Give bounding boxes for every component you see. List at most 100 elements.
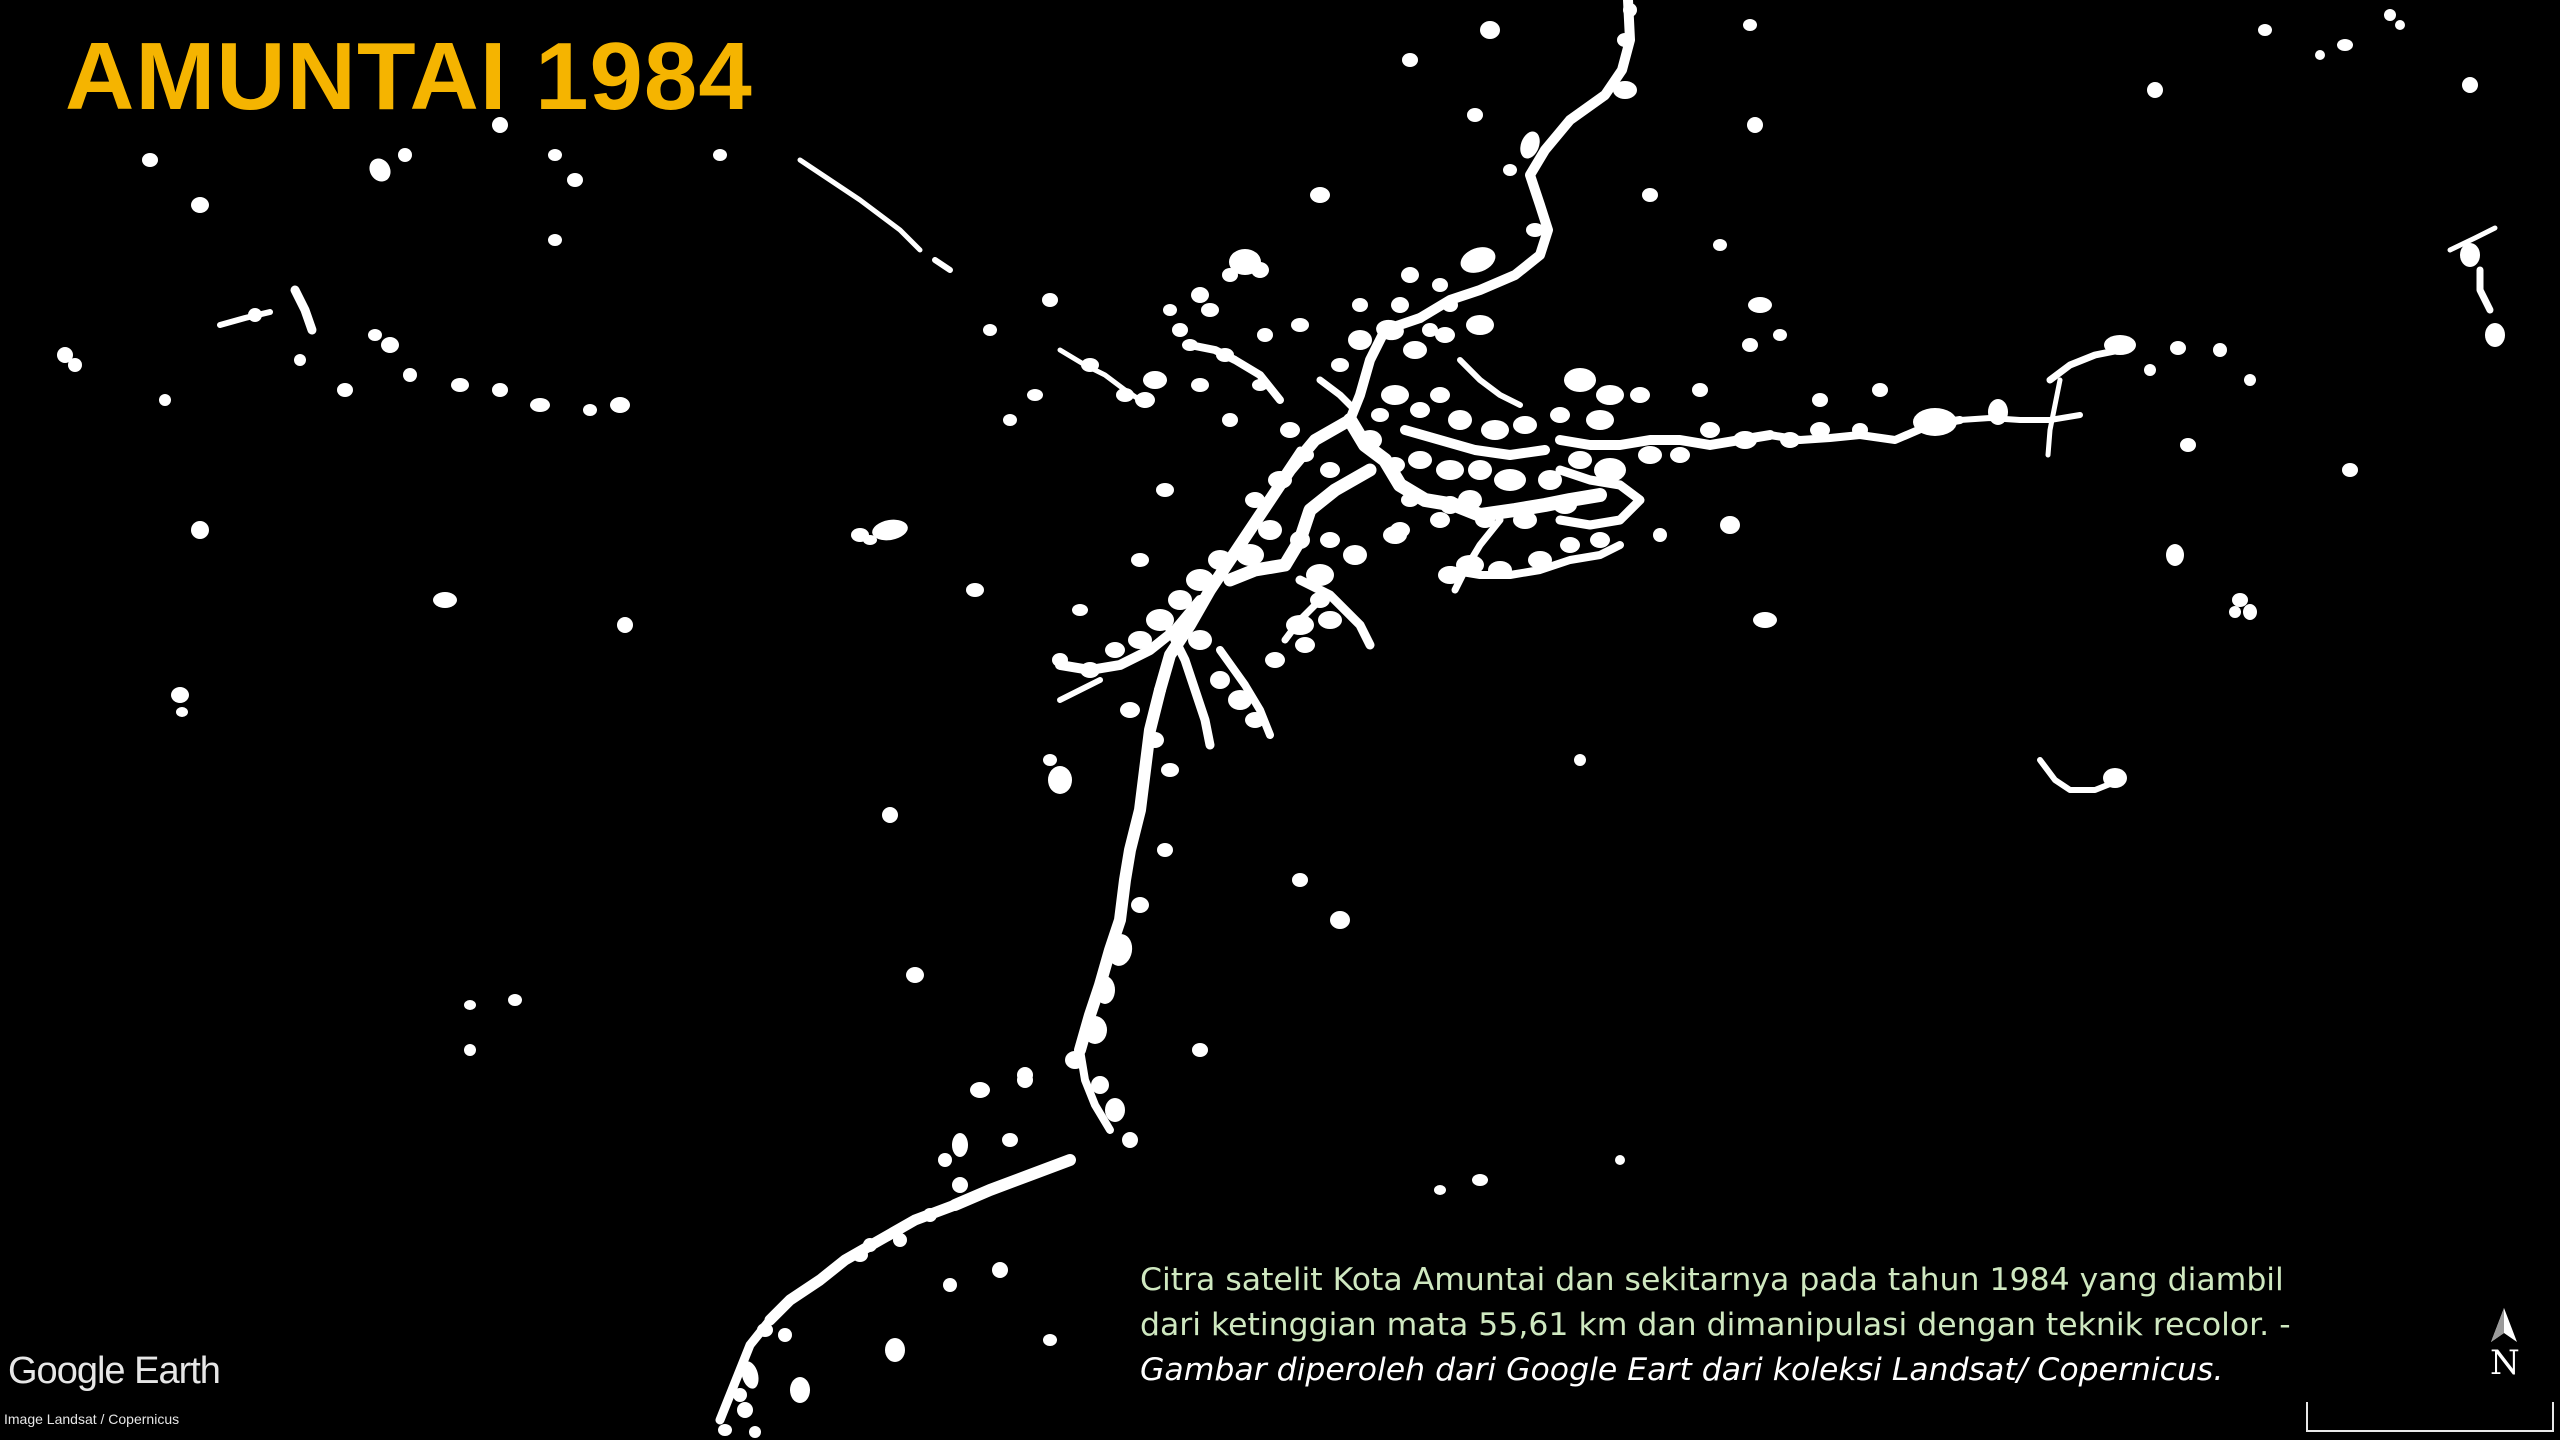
settlement-patch: [1720, 516, 1740, 534]
settlement-patch: [1780, 432, 1800, 448]
settlement-patch: [1456, 555, 1484, 575]
settlement-patch: [1385, 457, 1405, 473]
settlement-patch: [1306, 564, 1334, 586]
settlement-patch: [1586, 410, 1614, 430]
settlement-patch: [952, 1133, 968, 1157]
settlement-patch: [2258, 24, 2272, 36]
settlement-patch: [1590, 532, 1610, 548]
settlement-patch: [1310, 187, 1330, 203]
settlement-patch: [1852, 423, 1868, 437]
settlement-patch: [1430, 387, 1450, 403]
settlement-patch: [248, 308, 262, 322]
settlement-patch: [1623, 3, 1637, 17]
settlement-patch: [294, 354, 306, 366]
settlement-patch: [1753, 612, 1777, 628]
settlement-patch: [451, 378, 469, 392]
settlement-patch: [1265, 652, 1285, 668]
settlement-patch: [713, 149, 727, 161]
settlement-patch: [1182, 339, 1198, 351]
settlement-patch: [1116, 388, 1134, 402]
settlement-patch: [1208, 550, 1232, 570]
settlement-strip: [1400, 425, 1550, 460]
settlement-patch: [1192, 1043, 1208, 1057]
scale-tick-left: [2306, 1402, 2308, 1432]
settlement-patch: [1252, 379, 1268, 391]
settlement-strip: [290, 285, 317, 335]
settlement-patch: [159, 394, 171, 406]
settlement-patch: [1163, 304, 1177, 316]
settlement-patch: [737, 1402, 753, 1418]
settlement-patch: [171, 687, 189, 703]
settlement-strip: [949, 1154, 1076, 1211]
settlement-patch: [2395, 20, 2405, 30]
settlement-patch: [1002, 1133, 1018, 1147]
settlement-strip: [1316, 376, 1359, 414]
settlement-patch: [1488, 561, 1512, 579]
settlement-patch: [1468, 460, 1492, 480]
settlement-patch: [2213, 343, 2227, 357]
settlement-patch: [1191, 378, 1209, 392]
settlement-patch: [1381, 385, 1409, 405]
settlement-patch: [1222, 413, 1238, 427]
settlement-patch: [1742, 338, 1758, 352]
settlement-patch: [2232, 593, 2248, 607]
settlement-patch: [1630, 387, 1650, 403]
settlement-patch: [1131, 553, 1149, 567]
settlement-patch: [1526, 223, 1544, 237]
settlement-patch: [1236, 544, 1264, 566]
settlement-patch: [1513, 416, 1537, 434]
settlement-patch: [1105, 642, 1125, 658]
settlement-patch: [1003, 414, 1017, 426]
settlement-patch: [369, 158, 391, 182]
settlement-strip: [217, 309, 273, 328]
settlement-strip: [1186, 341, 1284, 404]
settlement-patch: [863, 1238, 877, 1252]
settlement-strip: [932, 257, 953, 273]
settlement-patch: [1410, 402, 1430, 418]
settlement-strip: [1457, 357, 1523, 408]
settlement-patch: [381, 337, 399, 353]
settlement-patch: [1481, 420, 1509, 440]
settlement-patch: [464, 1000, 476, 1010]
settlement-strip: [1957, 412, 2083, 423]
settlement-patch: [1568, 451, 1592, 469]
settlement-patch: [1401, 267, 1419, 283]
settlement-patch: [1700, 422, 1720, 438]
settlement-patch: [1615, 1155, 1625, 1165]
settlement-patch: [2342, 463, 2358, 477]
settlement-strip: [2046, 346, 2124, 384]
settlement-strip: [2037, 757, 2118, 793]
settlement-patch: [1913, 408, 1957, 436]
settlement-patch: [1458, 490, 1482, 510]
settlement-patch: [2460, 243, 2480, 267]
settlement-patch: [1135, 392, 1155, 408]
settlement-patch: [966, 583, 984, 597]
settlement-patch: [530, 398, 550, 412]
settlement-patch: [1188, 630, 1212, 650]
settlement-patch: [1318, 611, 1342, 629]
settlement-patch: [1467, 108, 1483, 122]
settlement-patch: [1320, 532, 1340, 548]
settlement-patch: [1290, 531, 1310, 549]
settlement-patch: [1210, 671, 1230, 689]
settlement-strip: [1451, 516, 1504, 594]
settlement-patch: [1692, 383, 1708, 397]
settlement-patch: [2244, 374, 2256, 386]
settlement-patch: [1107, 934, 1133, 966]
settlement-patch: [749, 1426, 761, 1438]
settlement-patch: [1564, 368, 1596, 392]
settlement-patch: [2337, 39, 2353, 51]
settlement-patch: [1168, 590, 1192, 610]
settlement-patch: [1872, 383, 1888, 397]
settlement-patch: [1436, 460, 1464, 480]
settlement-patch: [2315, 50, 2325, 60]
settlement-strip: [1446, 541, 1624, 579]
settlement-patch: [337, 383, 353, 397]
settlement-strip: [2045, 377, 2063, 458]
settlement-patch: [1228, 690, 1252, 710]
settlement-patch: [1670, 447, 1690, 463]
settlement-strip: [1216, 646, 1274, 739]
settlement-patch: [1574, 754, 1586, 766]
settlement-patch: [923, 1208, 937, 1222]
